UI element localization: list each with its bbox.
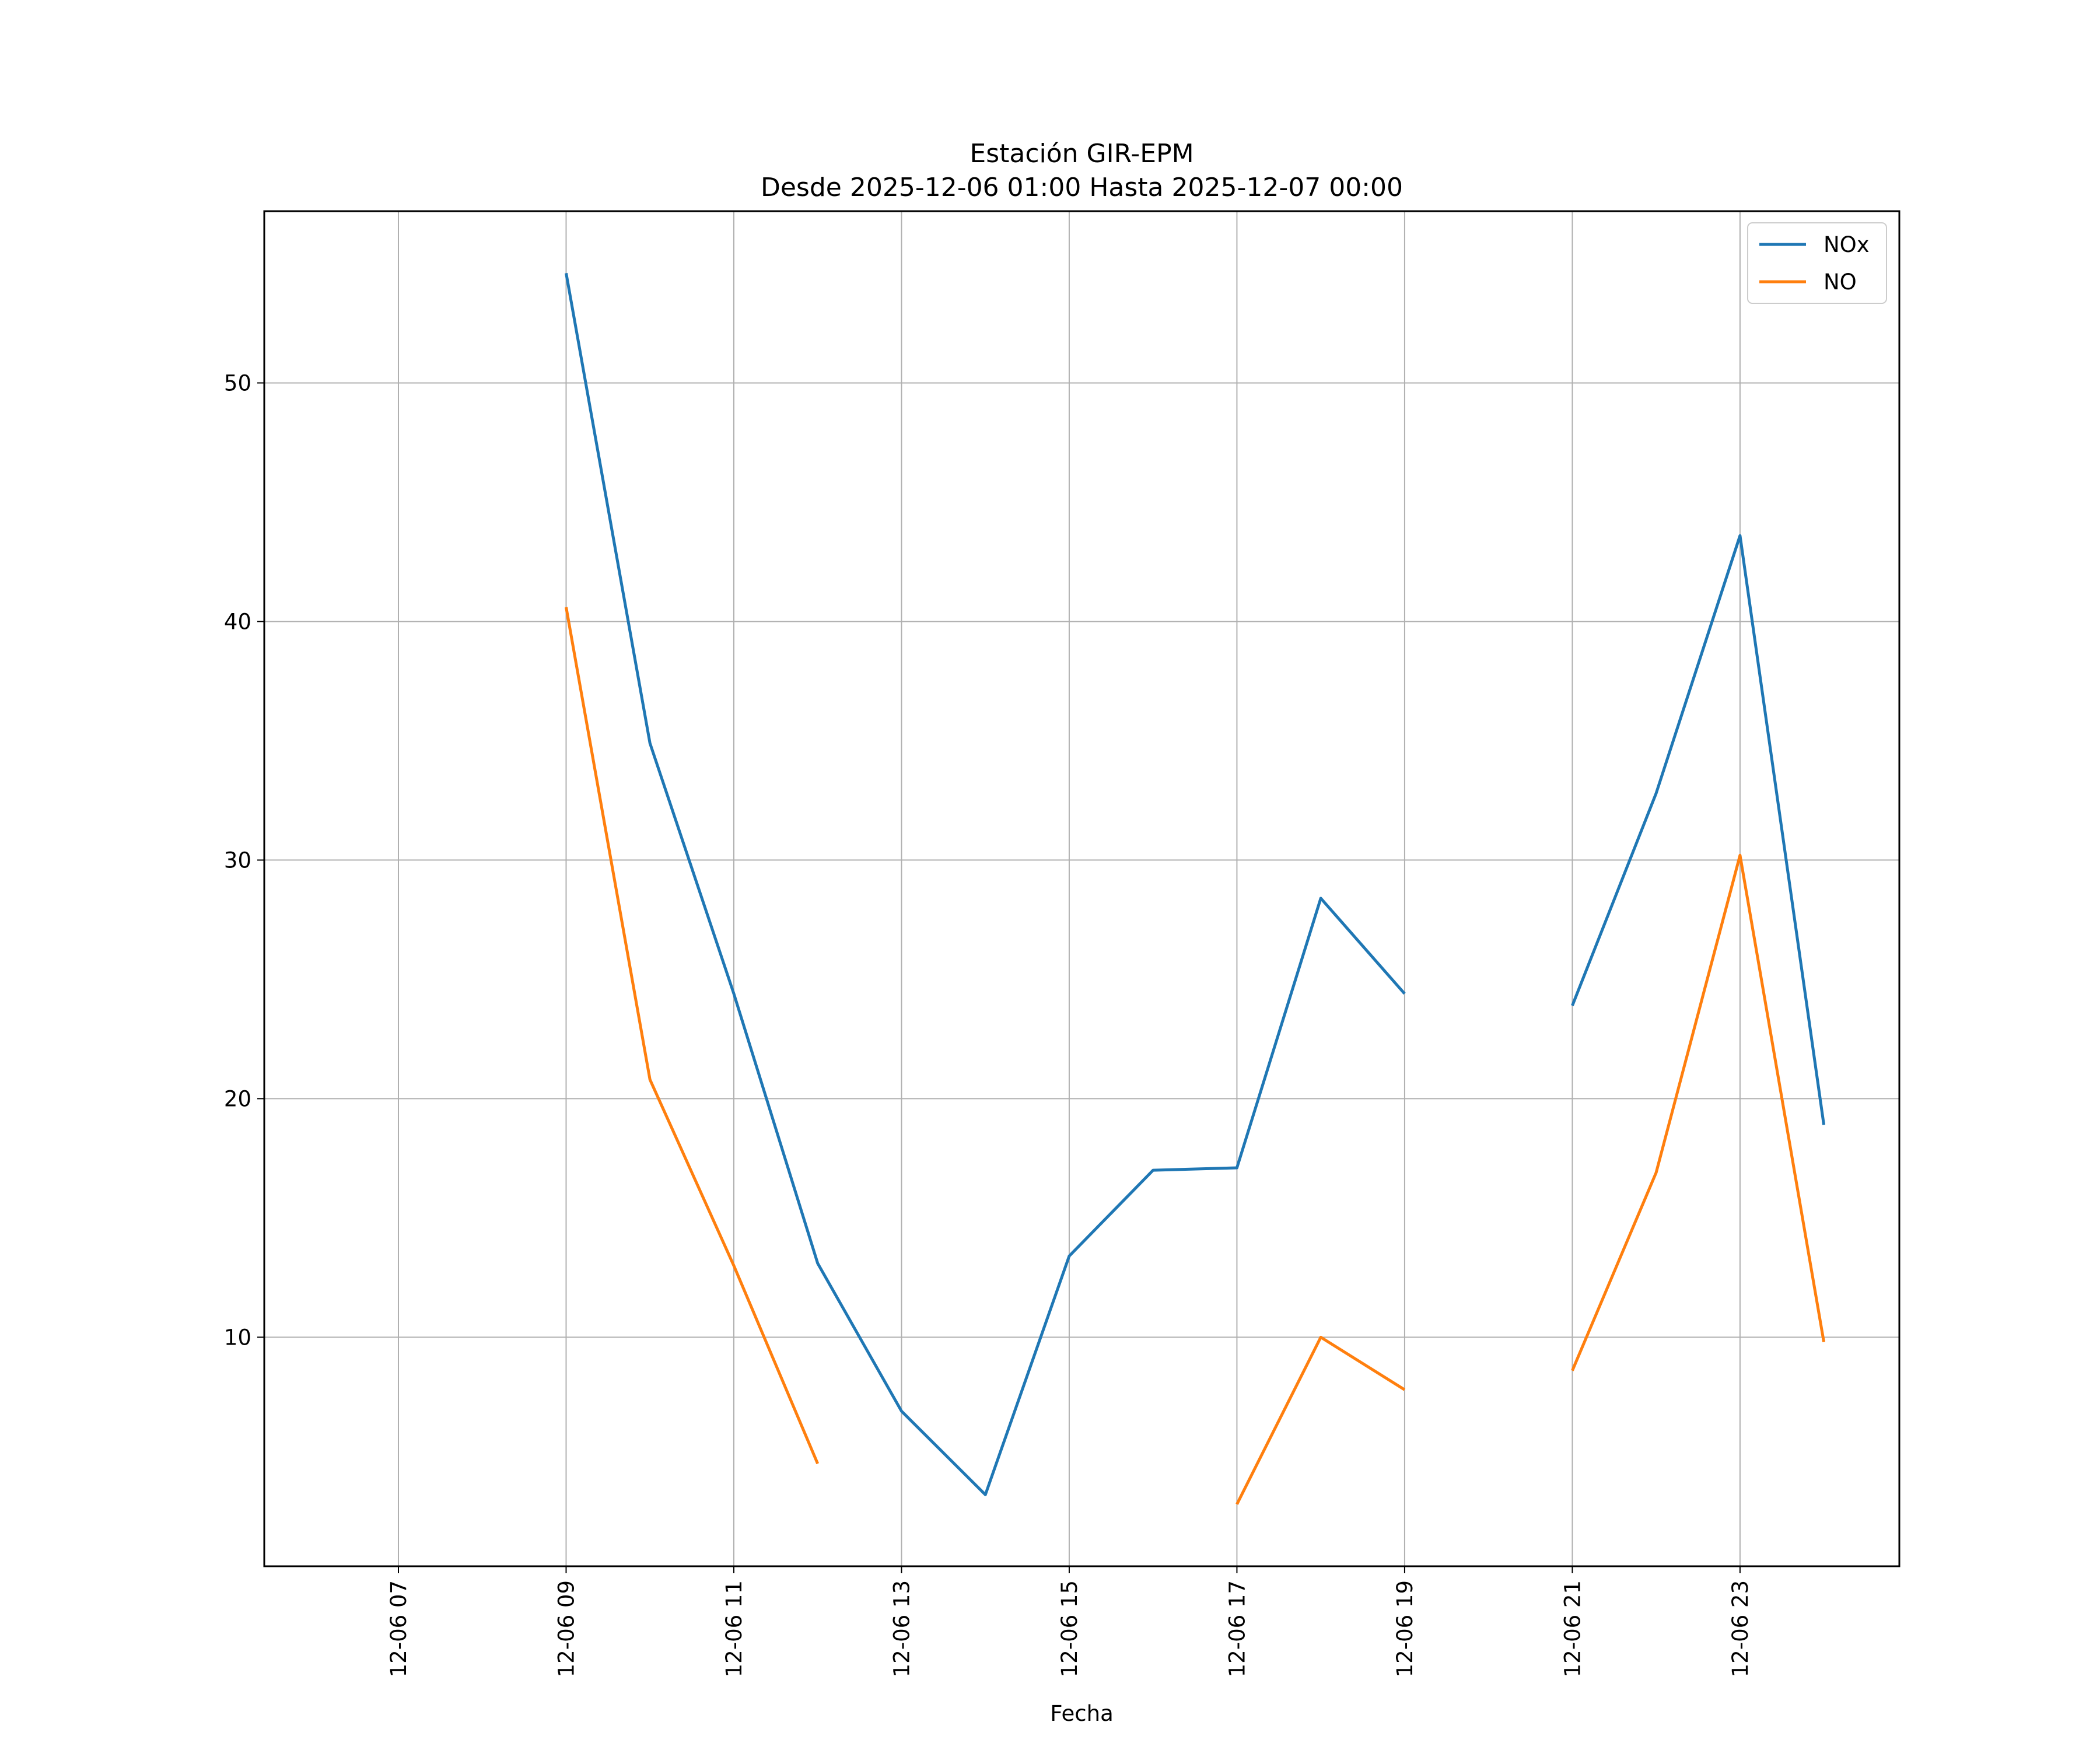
x-tick-label: 12-06 21 — [1560, 1580, 1585, 1677]
series-line-segment — [565, 272, 1406, 1496]
legend-label: NOx — [1824, 232, 1870, 257]
x-tick-label: 12-06 15 — [1057, 1580, 1082, 1677]
series-nox — [565, 272, 1826, 1496]
x-tick-label: 12-06 17 — [1224, 1580, 1250, 1677]
grid-lines — [264, 211, 1899, 1566]
axes-frame — [263, 210, 1901, 1567]
series-line-segment — [1571, 534, 1826, 1125]
y-axis: 10 20 30 40 50 — [224, 370, 264, 1350]
x-axis-label: Fecha — [1050, 1701, 1114, 1726]
series-line-segment — [1236, 1335, 1406, 1505]
x-tick-label: 12-06 11 — [722, 1580, 747, 1677]
y-tick-label: 20 — [224, 1086, 251, 1111]
series-lines — [565, 272, 1826, 1505]
y-tick-label: 30 — [224, 848, 251, 873]
x-axis: 12-06 07 12-06 09 12-06 11 12-06 13 12-06 15… — [386, 1566, 1753, 1677]
series-no — [565, 607, 1826, 1505]
legend: NOx NO — [1747, 222, 1887, 304]
x-tick-label: 12-06 19 — [1392, 1580, 1418, 1677]
x-tick-label: 12-06 09 — [554, 1580, 579, 1677]
y-tick-label: 50 — [224, 370, 251, 396]
legend-label: NO — [1824, 270, 1857, 295]
y-tick-label: 10 — [224, 1325, 251, 1350]
x-tick-label: 12-06 13 — [889, 1580, 914, 1677]
x-tick-label: 12-06 07 — [386, 1580, 411, 1677]
chart-subtitle: Desde 2025-12-06 01:00 Hasta 2025-12-07 … — [761, 173, 1403, 202]
y-tick-label: 40 — [224, 609, 251, 634]
x-tick-label: 12-06 23 — [1728, 1580, 1753, 1677]
chart-title: Estación GIR-EPM — [970, 139, 1194, 169]
series-line-segment — [565, 607, 820, 1465]
series-line-segment — [1571, 853, 1826, 1371]
